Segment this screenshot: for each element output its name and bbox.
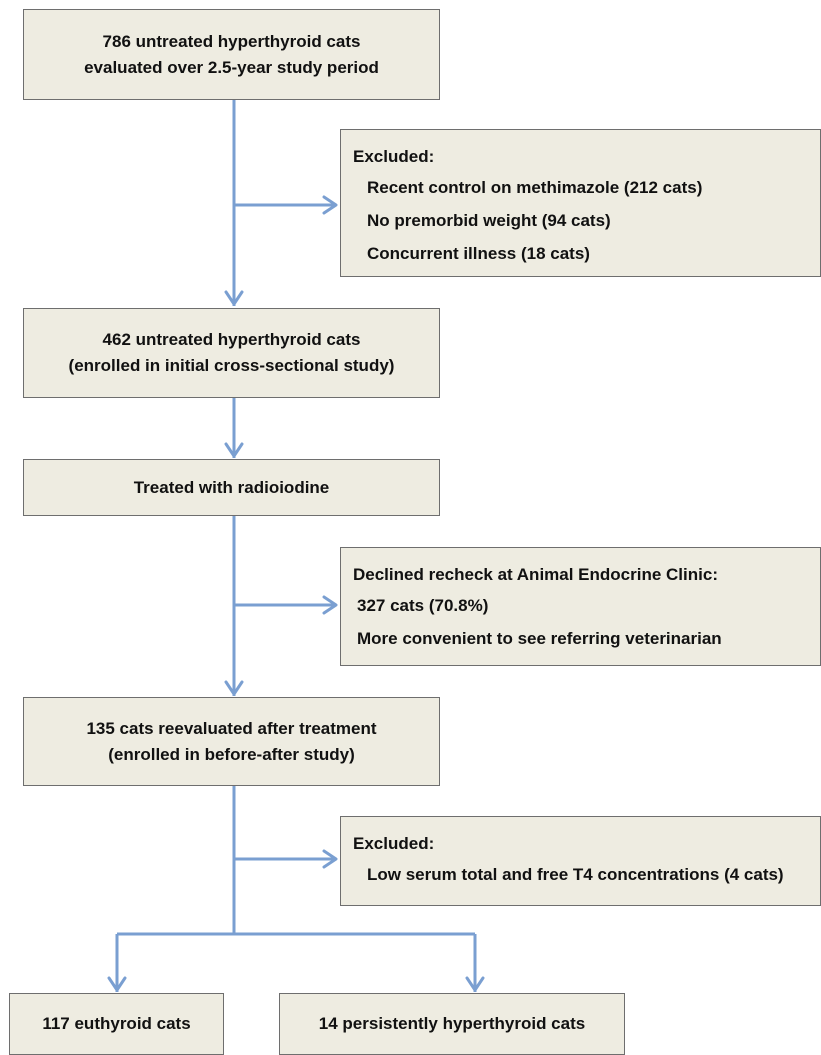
box-786-line-2: evaluated over 2.5-year study period	[84, 57, 379, 77]
excluded-2-heading: Excluded:	[353, 834, 435, 853]
arrowhead-enrolled	[224, 290, 244, 306]
arrowhead-euthyroid	[107, 976, 127, 992]
arrowhead-excluded-2	[322, 849, 338, 869]
box-786-line-1: 786 untreated hyperthyroid cats	[102, 31, 361, 51]
box-462-untreated-cats: 462 untreated hyperthyroid cats (enrolle…	[23, 308, 440, 398]
excluded-1-item-1: Recent control on methimazole (212 cats)	[367, 178, 703, 197]
arrowhead-hyperthyroid	[465, 976, 485, 992]
declined-heading: Declined recheck at Animal Endocrine Cli…	[353, 565, 718, 584]
treated-label: Treated with radioiodine	[133, 477, 330, 497]
box-excluded-1: Excluded: Recent control on methimazole …	[340, 129, 821, 277]
box-135-reevaluated: 135 cats reevaluated after treatment (en…	[23, 697, 440, 786]
arrowhead-excluded-1	[322, 195, 338, 215]
declined-item-1: 327 cats (70.8%)	[357, 596, 489, 615]
excluded-2-item-1: Low serum total and free T4 concentratio…	[367, 865, 784, 884]
box-declined-recheck: Declined recheck at Animal Endocrine Cli…	[340, 547, 821, 666]
box-135-line-2: (enrolled in before-after study)	[108, 744, 355, 764]
excluded-1-item-3: Concurrent illness (18 cats)	[367, 244, 590, 263]
box-excluded-2: Excluded: Low serum total and free T4 co…	[340, 816, 821, 906]
hyperthyroid-label: 14 persistently hyperthyroid cats	[318, 1014, 586, 1033]
excluded-1-heading: Excluded:	[353, 147, 435, 166]
box-117-euthyroid: 117 euthyroid cats	[9, 993, 224, 1055]
arrowhead-treated	[224, 442, 244, 458]
euthyroid-label: 117 euthyroid cats	[42, 1014, 191, 1033]
excluded-1-item-2: No premorbid weight (94 cats)	[367, 211, 611, 230]
box-135-line-1: 135 cats reevaluated after treatment	[86, 718, 377, 738]
arrowhead-declined	[322, 595, 338, 615]
arrowhead-reevaluated	[224, 680, 244, 696]
box-462-line-1: 462 untreated hyperthyroid cats	[102, 330, 361, 349]
declined-item-2: More convenient to see referring veterin…	[357, 629, 722, 648]
box-462-line-2: (enrolled in initial cross-sectional stu…	[68, 356, 395, 375]
box-treated-radioiodine: Treated with radioiodine	[23, 459, 440, 516]
box-14-hyperthyroid: 14 persistently hyperthyroid cats	[279, 993, 625, 1055]
box-786-untreated-cats: 786 untreated hyperthyroid cats evaluate…	[23, 9, 440, 100]
